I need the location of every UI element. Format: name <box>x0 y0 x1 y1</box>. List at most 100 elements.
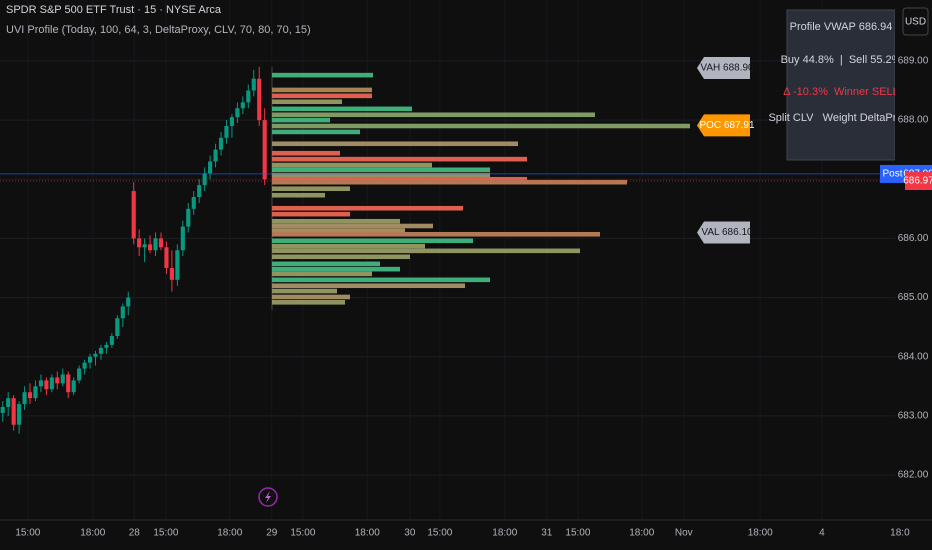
level-label: VAL 686.10 <box>701 227 753 238</box>
candle-body <box>38 380 44 387</box>
candle-body <box>0 407 5 413</box>
profile-bar <box>272 254 410 260</box>
profile-bar <box>272 299 345 305</box>
profile-bar <box>272 223 433 229</box>
candle-body <box>202 173 207 186</box>
profile-bar <box>272 192 325 198</box>
info-split: Buy 44.8% | Sell 55.2% <box>781 54 902 66</box>
profile-bar <box>272 294 350 300</box>
candle-body <box>218 137 224 150</box>
x-tick-label: 15:00 <box>15 528 40 539</box>
profile-bar <box>272 106 412 112</box>
profile-bar <box>272 218 400 224</box>
last-price-label: 686.97 <box>903 176 932 187</box>
candle-body <box>98 347 104 354</box>
candle-body <box>142 244 147 248</box>
profile-bar <box>272 248 580 254</box>
profile-bar <box>272 176 527 182</box>
candle-body <box>137 238 142 248</box>
x-tick-label: 29 <box>266 528 278 539</box>
event-icon[interactable] <box>258 487 278 507</box>
candle-body <box>22 392 27 405</box>
profile-bar <box>272 238 473 244</box>
candle-body <box>148 244 153 251</box>
x-tick-label: 18:00 <box>355 528 380 539</box>
info-box-background <box>786 9 896 161</box>
candle-body <box>55 377 60 384</box>
currency-label[interactable]: USD <box>905 17 926 28</box>
candle-body <box>27 392 33 399</box>
profile-bar <box>272 211 350 217</box>
currency-button[interactable] <box>902 7 929 36</box>
candle-body <box>175 250 180 280</box>
candle-body <box>164 247 169 268</box>
price-axis-panel <box>895 0 932 520</box>
candle-body <box>93 353 98 357</box>
x-tick-label: 30 <box>404 528 416 539</box>
candle-body <box>44 380 49 390</box>
candle-body <box>191 196 196 209</box>
x-tick-label: 18:00 <box>748 528 773 539</box>
level-label: POC 687.91 <box>699 120 754 131</box>
profile-bar <box>272 228 405 234</box>
level-tag <box>697 57 750 80</box>
candle-body <box>186 208 191 227</box>
profile-bar <box>272 172 490 178</box>
x-tick-label: 15:00 <box>427 528 452 539</box>
x-tick-label: 18:00 <box>80 528 105 539</box>
candle-body <box>87 356 93 363</box>
profile-bar <box>272 99 342 105</box>
profile-bar <box>272 205 463 211</box>
profile-bar <box>272 129 360 135</box>
profile-bar <box>272 150 340 156</box>
candle-body <box>33 386 38 399</box>
y-tick-label: 685.00 <box>898 292 929 303</box>
candle-body <box>66 374 71 393</box>
profile-bar <box>272 288 337 294</box>
x-tick-label: 18:0 <box>890 528 910 539</box>
candle-body <box>120 306 125 319</box>
x-tick-label: 15:00 <box>565 528 590 539</box>
candle-body <box>17 404 22 425</box>
profile-bar <box>272 123 690 129</box>
info-settings: Split CLV Weight DeltaProxy <box>768 112 914 124</box>
x-tick-label: 31 <box>541 528 553 539</box>
x-tick-label: 4 <box>819 528 825 539</box>
event-circle[interactable] <box>258 487 278 507</box>
candle-body <box>262 120 267 180</box>
candle-body <box>109 336 114 345</box>
x-tick-label: 18:00 <box>629 528 654 539</box>
candle-body <box>213 149 218 162</box>
profile-bar <box>272 87 372 93</box>
last-price-box <box>905 172 932 191</box>
x-tick-label: 15:00 <box>153 528 178 539</box>
profile-bar <box>272 261 380 267</box>
level-tag <box>697 114 750 137</box>
profile-bar <box>272 167 490 173</box>
candle-body <box>158 238 164 248</box>
profile-bar <box>272 186 350 192</box>
profile-bar <box>272 266 400 272</box>
y-tick-label: 684.00 <box>898 351 929 362</box>
candle-body <box>169 267 174 280</box>
level-label: VAH 688.90 <box>700 63 754 74</box>
candle-body <box>82 362 87 369</box>
event-bolt[interactable] <box>265 491 271 503</box>
symbol-title: SPDR S&P 500 ETF Trust · 15 · NYSE Arca <box>6 4 222 16</box>
candle-body <box>246 90 251 103</box>
candle-body <box>229 117 235 127</box>
y-tick-label: 686.00 <box>898 233 929 244</box>
candle-body <box>115 318 120 337</box>
profile-bar <box>272 271 372 277</box>
candle-body <box>235 108 240 118</box>
candle-body <box>197 185 202 197</box>
profile-bar <box>272 231 600 237</box>
candle-body <box>224 126 229 138</box>
post-tag-box <box>880 164 905 183</box>
level-tag <box>697 221 750 244</box>
profile-bar <box>272 179 627 185</box>
y-tick-label: 683.00 <box>898 411 929 422</box>
